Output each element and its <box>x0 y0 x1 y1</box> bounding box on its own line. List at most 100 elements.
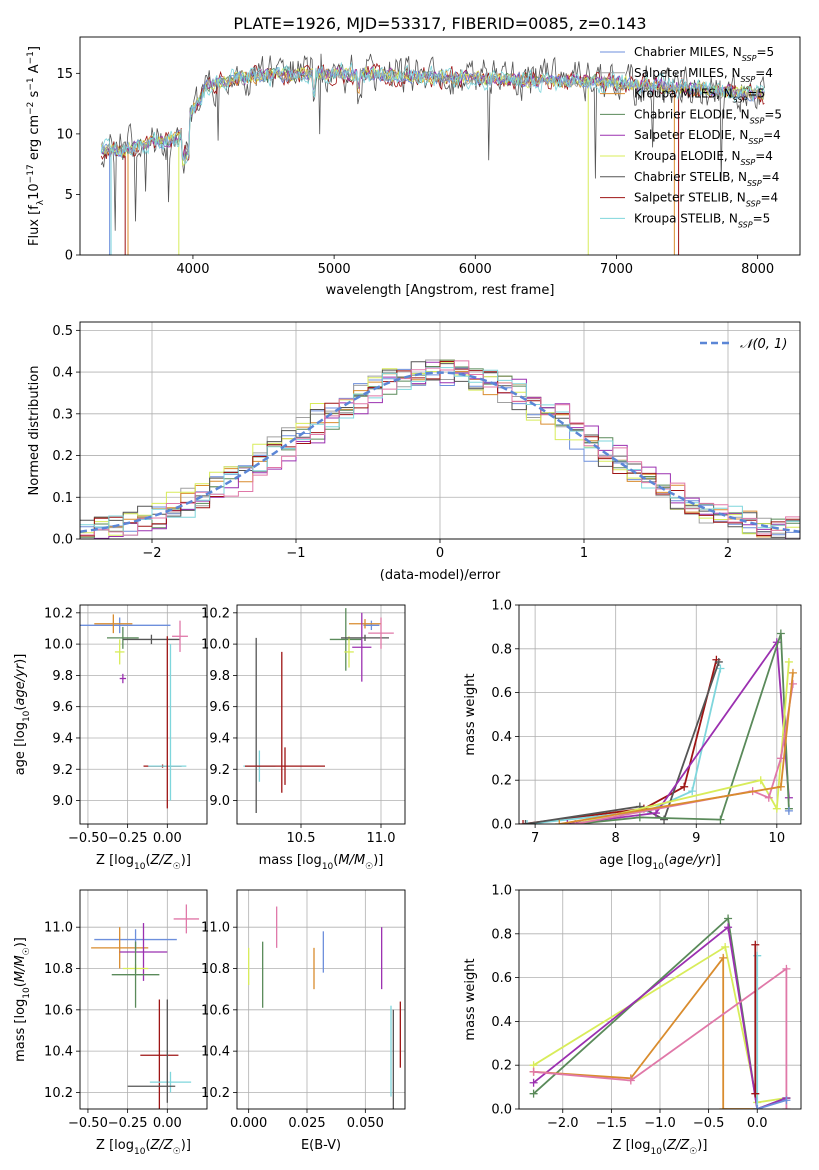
weight-line <box>527 668 722 824</box>
error-bar-point <box>172 620 188 652</box>
y-tick-label: 0.8 <box>491 642 512 657</box>
weight-marker <box>563 820 572 824</box>
y-tick-label: 9.0 <box>209 794 230 809</box>
y-tick-label: 0.8 <box>491 927 512 942</box>
y-tick-label: 0.0 <box>491 818 512 833</box>
weight-line <box>756 1099 787 1109</box>
error-bar-point <box>122 634 181 645</box>
weight-marker <box>784 806 793 815</box>
y-tick-label: 10.2 <box>201 1086 230 1101</box>
error-bar-point <box>111 941 160 1008</box>
y-tick-label: 10.2 <box>44 1086 73 1101</box>
legend-label: Kroupa MILES, NSSP=5 <box>634 87 765 105</box>
x-tick-label: 0.00 <box>153 831 182 846</box>
x-tick-label: 0.0 <box>747 1116 768 1131</box>
y-axis-label: mass weight <box>463 958 478 1040</box>
y-tick-label: 1.0 <box>491 884 512 899</box>
weight-marker <box>751 940 760 949</box>
error-bar-point <box>352 612 372 682</box>
legend-label: Kroupa ELODIE, NSSP=4 <box>634 149 773 167</box>
error-bar-point <box>140 999 179 1109</box>
weight-marker <box>772 804 781 813</box>
chart-6: −0.50 −0.25 0.00 10.2 10.4 10.6 10.8 11.0 Z [log… <box>13 889 208 1157</box>
x-axis-label: Z [log10(Z/Z☉)] <box>96 1138 191 1157</box>
weight-marker <box>753 1105 762 1109</box>
x-axis-label: E(B-V) <box>301 1138 341 1153</box>
x-tick-label: 0.000 <box>230 1116 267 1131</box>
x-tick-label: 0.00 <box>153 1116 182 1131</box>
weight-marker <box>651 809 660 818</box>
weight-marker <box>635 813 644 822</box>
weight-marker <box>716 664 725 673</box>
y-tick-label: 0 <box>65 249 73 264</box>
y-axis-label: age [log10(age/yr)] <box>13 654 32 776</box>
chart-3: −0.50 −0.25 0.00 9.0 9.2 9.4 9.6 9.8 10.0 10.2 Z [… <box>13 604 208 872</box>
chart-1: 4000 5000 6000 7000 8000 0 5 10 15 wavelength [An… <box>26 36 801 298</box>
weight-marker <box>776 782 785 791</box>
y-tick-label: 10.8 <box>44 962 73 977</box>
axes-frame <box>79 889 208 1110</box>
x-tick-label: 10 <box>769 831 786 846</box>
weight-marker <box>788 679 797 688</box>
legend-label: Salpeter MILES, NSSP=4 <box>634 66 773 84</box>
y-tick-label: 11.0 <box>44 921 73 936</box>
weight-marker <box>660 815 669 824</box>
error-bar-point <box>91 927 149 969</box>
spectrum-kroupa-stelib <box>100 61 765 165</box>
weight-line <box>559 672 794 824</box>
weight-marker <box>764 793 773 802</box>
legend-label: Salpeter ELODIE, NSSP=4 <box>634 128 781 146</box>
axes-frame <box>236 889 406 1110</box>
y-tick-label: 9.8 <box>52 669 73 684</box>
chart-4: 10.5 11.0 9.0 9.2 9.4 9.6 9.8 10.0 10.2 mass [log… <box>201 604 406 872</box>
x-tick-label: 5000 <box>318 262 351 277</box>
weight-line <box>525 661 720 824</box>
y-tick-label: 10.4 <box>44 1045 73 1060</box>
y-tick-label: 5 <box>65 188 73 203</box>
weight-marker <box>776 629 785 638</box>
weight-marker <box>788 668 797 677</box>
x-tick-label: 4000 <box>176 262 209 277</box>
weight-marker <box>523 820 532 824</box>
y-tick-label: 15 <box>56 67 73 82</box>
weight-marker <box>784 657 793 666</box>
error-bar-point <box>245 747 325 785</box>
x-tick-label: 1 <box>580 546 588 561</box>
spectrum-salpeter-miles <box>100 67 765 162</box>
weight-marker <box>529 1089 538 1098</box>
x-tick-label: 6000 <box>459 262 492 277</box>
y-tick-label: 0.4 <box>491 730 512 745</box>
x-tick-label: 11.0 <box>367 831 396 846</box>
plot-area <box>80 614 188 809</box>
x-tick-label: 9 <box>692 831 700 846</box>
y-axis-label: Flux [fλ10−17 erg cm−2 s−1 A−1] <box>26 46 46 246</box>
error-bar-point <box>114 639 125 665</box>
x-tick-label: 0.050 <box>347 1116 384 1131</box>
y-tick-label: 9.2 <box>52 763 73 778</box>
x-axis-label: (data-model)/error <box>380 568 501 583</box>
y-tick-label: 0.0 <box>52 533 73 548</box>
x-tick-label: −0.25 <box>108 1116 148 1131</box>
x-axis-label: Z [log10(Z/Z☉)] <box>613 1138 708 1157</box>
legend-label: Kroupa STELIB, NSSP=5 <box>634 211 770 229</box>
x-tick-label: 8 <box>612 831 620 846</box>
y-tick-label: 10.0 <box>44 638 73 653</box>
x-tick-label: 7000 <box>600 262 633 277</box>
plot-area <box>243 608 394 814</box>
y-tick-label: 10.4 <box>201 1045 230 1060</box>
y-tick-label: 9.4 <box>209 731 230 746</box>
weight-marker <box>782 1096 791 1105</box>
error-bar-point <box>119 673 127 684</box>
weight-marker <box>688 787 697 796</box>
weight-marker <box>724 914 733 923</box>
x-tick-label: −0.50 <box>68 831 108 846</box>
grid <box>237 605 405 824</box>
y-tick-label: 0.2 <box>52 449 73 464</box>
y-tick-label: 0.2 <box>491 774 512 789</box>
weight-marker <box>529 1067 538 1076</box>
grid <box>80 605 207 824</box>
y-tick-label: 10.0 <box>201 638 230 653</box>
error-bar-point <box>94 614 133 634</box>
weight-marker <box>714 657 723 666</box>
